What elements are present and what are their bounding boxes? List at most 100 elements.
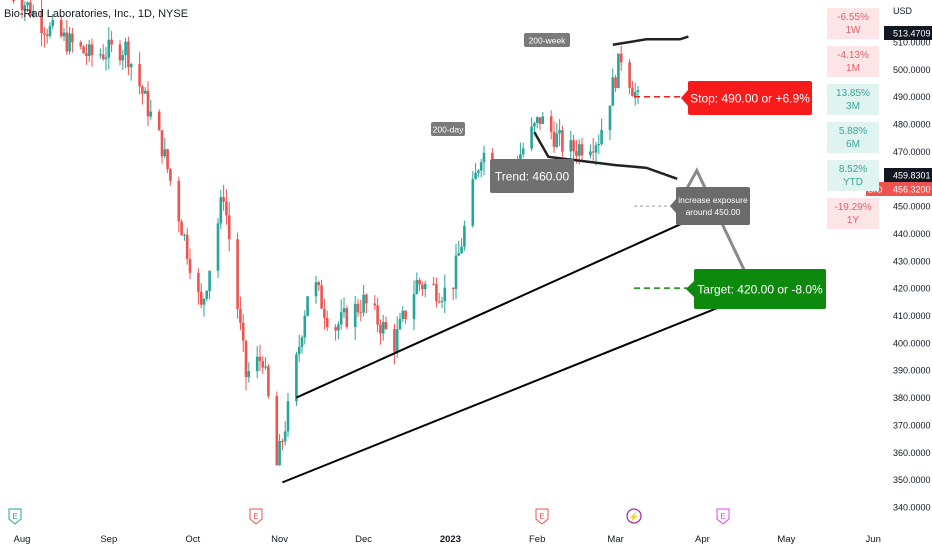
x-tick-label: Oct [185, 534, 200, 545]
candle-body [26, 2, 29, 6]
candle-body [608, 105, 612, 131]
candle-body [398, 318, 402, 330]
y-tick-label: 490.0000 [893, 92, 931, 102]
candle-body [264, 366, 267, 368]
candle-body [521, 148, 525, 155]
candle-body [533, 122, 536, 127]
candle-body [359, 312, 363, 314]
candle-body [247, 371, 251, 378]
candle-body [65, 32, 69, 52]
performance-tile-3m[interactable]: 13.85% 3M [827, 84, 879, 115]
performance-value: 13.85% [836, 88, 870, 99]
performance-period: 1Y [846, 215, 860, 226]
candle-body [68, 33, 71, 52]
candle-body [401, 310, 405, 319]
candle-body [85, 53, 88, 57]
stop-callout [688, 81, 812, 115]
target-callout-pointer [686, 281, 694, 297]
x-tick-label: Nov [271, 534, 288, 545]
candle-body [631, 87, 634, 97]
candle-body [337, 324, 340, 331]
candle-body [107, 39, 111, 58]
candle-body [471, 179, 475, 226]
y-tick-label: 420.0000 [893, 284, 931, 294]
candle-body [572, 140, 575, 152]
candle-body [278, 440, 281, 466]
candle-body [617, 53, 620, 89]
trend-callout [490, 159, 574, 193]
x-tick-label: Apr [695, 534, 710, 545]
candle-body [342, 308, 346, 313]
performance-tile-1y[interactable]: -19.29% 1Y [827, 198, 879, 229]
candle-body [362, 294, 365, 313]
target-label: Target: 420.00 or -8.0% [697, 283, 823, 297]
performance-tile-1w[interactable]: -6.55% 1W [827, 8, 879, 39]
performance-value: -4.13% [837, 50, 869, 61]
candle-body [281, 440, 284, 442]
x-tick-label: Aug [14, 534, 31, 545]
candle-body [591, 151, 595, 153]
y-tick-label: 390.0000 [893, 366, 931, 376]
candle-body [317, 282, 321, 286]
candle-body [275, 395, 279, 466]
candle-body [443, 287, 447, 302]
currency-label: USD [893, 6, 913, 16]
ma-200-week-callout [524, 33, 570, 47]
candle-body [577, 144, 581, 156]
chart-title: Bio-Rad Laboratories, Inc., 1D, NYSE [4, 8, 189, 20]
candle-body [45, 34, 49, 36]
price-axis: 340.0000 350.0000 360.0000 370.0000 380.0000… [866, 6, 932, 513]
candle-body [482, 152, 486, 163]
x-tick-label: Jun [866, 534, 881, 545]
candle-body [222, 197, 225, 202]
candle-body [418, 279, 421, 285]
candle-body [381, 321, 385, 334]
candle-body [334, 327, 337, 331]
y-tick-label: 500.0000 [893, 65, 931, 75]
y-tick-label: 400.0000 [893, 338, 931, 348]
candle-body [208, 270, 211, 291]
candle-body [323, 308, 326, 318]
candle-body [286, 401, 290, 432]
y-tick-label: 430.0000 [893, 256, 931, 266]
candle-body [160, 130, 164, 157]
price-tag-bio-bg [884, 182, 932, 196]
candle-body [580, 144, 584, 156]
candle-body [99, 54, 102, 56]
candle-body [412, 293, 416, 320]
earnings-event-icon [249, 508, 263, 525]
drawings: Stop: 490.00 or +6.9% Target: 420.00 or -… [282, 33, 826, 484]
x-tick-label: Sep [100, 534, 117, 545]
candle-body [188, 258, 192, 273]
candle-body [600, 130, 603, 145]
candle-body [124, 41, 127, 56]
y-tick-label: 380.0000 [893, 393, 931, 403]
y-tick-label: 360.0000 [893, 448, 931, 458]
candle-body [157, 111, 161, 131]
earnings-event-icon [716, 508, 730, 525]
candle-body [555, 133, 559, 147]
candle-body [432, 283, 435, 285]
exposure-label-line1: increase exposure [678, 195, 748, 205]
candle-body [404, 310, 407, 320]
performance-tile-1m[interactable]: -4.13% 1M [827, 46, 879, 77]
performance-tile-6m[interactable]: 5.88% 6M [827, 122, 879, 153]
performance-value: -19.29% [834, 202, 872, 213]
earnings-event-icon [535, 508, 549, 525]
candle-body [146, 90, 150, 117]
candle-body [104, 57, 108, 60]
candle-body [141, 86, 144, 94]
candle-body [393, 328, 396, 352]
price-tag-last-close: 459.8301 [893, 171, 931, 181]
candle-body [40, 11, 43, 34]
performance-tile-ytd[interactable]: 8.52% YTD [827, 160, 879, 191]
candle-body [79, 42, 83, 47]
y-tick-label: 440.0000 [893, 229, 931, 239]
candle-body [225, 201, 228, 216]
candle-body [127, 41, 130, 68]
candle-body [90, 44, 94, 56]
candle-body [202, 298, 206, 305]
price-tag-last-close-bg [884, 168, 932, 182]
time-axis: Aug Sep Oct Nov Dec 2023 Feb Mar Apr May Jun [14, 534, 881, 545]
candle-body [415, 279, 419, 294]
